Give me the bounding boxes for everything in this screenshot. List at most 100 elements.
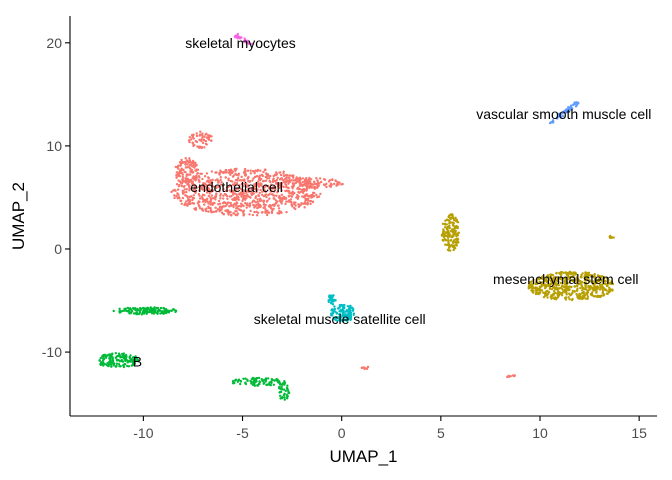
data-point: [611, 288, 614, 292]
data-point: [234, 378, 238, 381]
data-point: [531, 285, 534, 288]
data-point: [145, 310, 149, 313]
data-point: [572, 271, 575, 274]
data-point: [585, 291, 588, 295]
data-point: [291, 205, 294, 208]
data-point: [181, 160, 184, 164]
data-point: [575, 284, 579, 287]
data-point: [339, 318, 343, 322]
data-point: [190, 138, 193, 141]
data-point: [247, 41, 250, 44]
data-point: [530, 280, 533, 283]
data-point: [240, 36, 243, 39]
data-point: [198, 197, 202, 200]
data-point: [602, 294, 605, 297]
data-point: [563, 285, 566, 289]
data-point: [566, 109, 569, 113]
data-point: [191, 161, 194, 164]
data-point: [541, 281, 545, 285]
data-point: [588, 288, 591, 291]
data-point: [567, 296, 570, 299]
data-point: [266, 199, 269, 202]
data-point: [604, 288, 607, 291]
data-point: [607, 278, 610, 282]
data-point: [185, 200, 188, 203]
data-point: [175, 194, 178, 198]
data-point: [111, 357, 114, 360]
data-point: [207, 205, 210, 208]
data-point: [218, 172, 221, 175]
data-point: [243, 167, 247, 171]
data-point: [247, 175, 250, 179]
data-point: [188, 136, 192, 139]
data-point: [229, 213, 233, 217]
data-point: [532, 278, 535, 282]
data-point: [291, 190, 294, 193]
data-point: [101, 361, 105, 364]
data-point: [455, 234, 458, 238]
data-point: [210, 170, 214, 173]
data-point: [587, 274, 591, 277]
data-point: [328, 294, 331, 297]
data-point: [288, 192, 291, 195]
data-point: [102, 357, 105, 360]
cluster-label: mesenchymal stem cell: [493, 271, 639, 287]
data-point: [545, 280, 549, 284]
cluster-label: endothelial cell: [190, 179, 283, 195]
data-point: [155, 306, 159, 310]
data-point: [606, 284, 609, 288]
data-point: [302, 191, 305, 195]
data-point: [201, 197, 205, 200]
data-point: [178, 183, 181, 187]
data-point: [580, 289, 584, 292]
data-point: [338, 319, 341, 322]
points-layer: [98, 32, 615, 401]
data-point: [253, 183, 256, 186]
data-point: [453, 247, 457, 250]
data-point: [248, 179, 252, 183]
data-point: [283, 381, 286, 385]
data-point: [219, 194, 222, 197]
data-point: [257, 194, 260, 197]
data-point: [193, 183, 196, 187]
data-point: [174, 189, 177, 192]
data-point: [301, 195, 304, 198]
data-point: [360, 366, 364, 370]
data-point: [343, 306, 346, 309]
data-point: [449, 229, 452, 233]
data-point: [272, 174, 275, 178]
data-point: [444, 226, 447, 229]
data-point: [106, 354, 109, 357]
data-point: [259, 205, 262, 208]
data-point: [304, 202, 307, 205]
data-point: [175, 166, 179, 169]
data-point: [577, 102, 580, 105]
data-point: [593, 273, 596, 276]
data-point: [188, 189, 191, 192]
data-point: [455, 244, 458, 247]
data-point: [576, 294, 579, 298]
data-point: [556, 276, 559, 279]
data-point: [124, 363, 127, 366]
data-point: [285, 393, 288, 397]
data-point: [183, 184, 186, 188]
data-point: [447, 239, 450, 243]
data-point: [573, 285, 577, 288]
data-point: [598, 277, 602, 281]
data-point: [205, 172, 209, 175]
data-point: [258, 191, 262, 195]
data-point: [246, 378, 249, 382]
data-point: [262, 381, 266, 385]
data-point: [571, 275, 575, 279]
data-point: [177, 164, 180, 167]
data-point: [111, 360, 115, 363]
data-point: [262, 189, 266, 192]
data-point: [176, 192, 179, 195]
data-point: [194, 161, 197, 164]
data-point: [176, 174, 180, 178]
data-point: [196, 172, 199, 175]
data-point: [242, 377, 245, 380]
data-point: [258, 178, 262, 182]
data-point: [229, 210, 232, 214]
x-tick-label: 10: [532, 425, 548, 441]
